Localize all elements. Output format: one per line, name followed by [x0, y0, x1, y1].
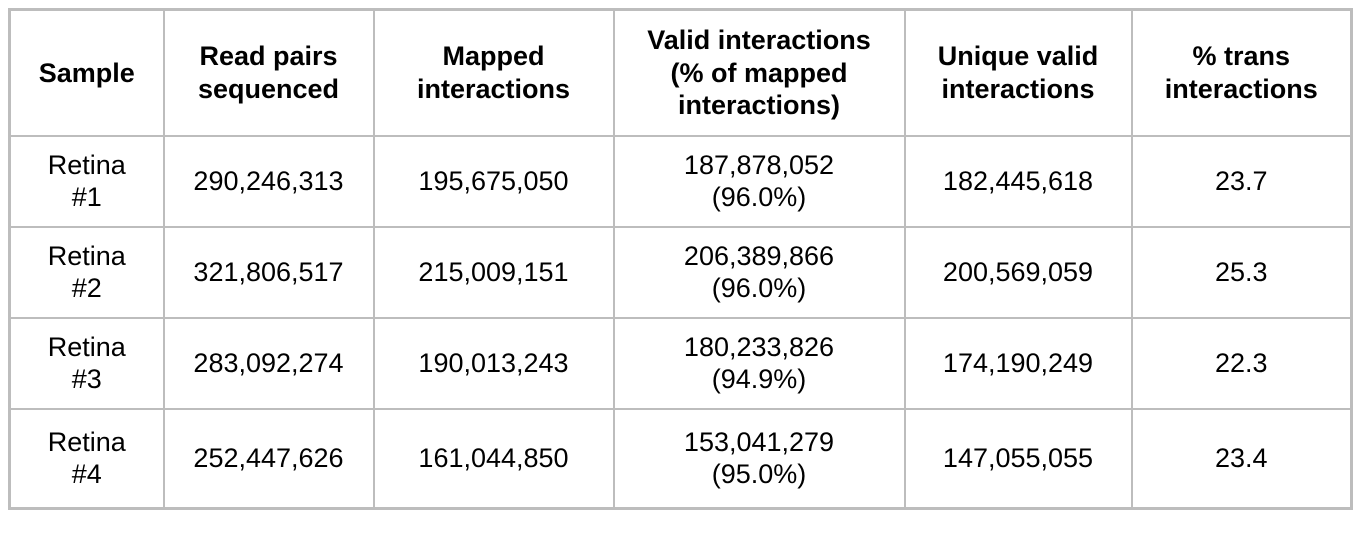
- column-header-valid-interactions: Valid interactions (% of mapped interact…: [612, 8, 906, 137]
- column-header-pct-trans-interactions: % trans interactions: [1130, 8, 1353, 137]
- column-header-mapped-interactions: Mapped interactions: [372, 8, 615, 137]
- cell-pct-trans-interactions: 23.4: [1130, 407, 1353, 510]
- table-row-retina-3: Retina #3 283,092,274 190,013,243 180,23…: [8, 316, 1353, 410]
- cell-read-pairs-sequenced: 283,092,274: [162, 316, 375, 410]
- cell-mapped-interactions: 195,675,050: [372, 134, 615, 228]
- cell-read-pairs-sequenced: 252,447,626: [162, 407, 375, 510]
- cell-pct-trans-interactions: 25.3: [1130, 225, 1353, 319]
- column-header-read-pairs-sequenced: Read pairs sequenced: [162, 8, 375, 137]
- cell-valid-interactions: 187,878,052 (96.0%): [612, 134, 906, 228]
- cell-valid-interactions: 180,233,826 (94.9%): [612, 316, 906, 410]
- cell-unique-valid-interactions: 174,190,249: [903, 316, 1133, 410]
- cell-sample: Retina #3: [8, 316, 165, 410]
- column-header-unique-valid-interactions: Unique valid interactions: [903, 8, 1133, 137]
- cell-sample: Retina #4: [8, 407, 165, 510]
- cell-mapped-interactions: 215,009,151: [372, 225, 615, 319]
- table-row-retina-1: Retina #1 290,246,313 195,675,050 187,87…: [8, 134, 1353, 228]
- cell-read-pairs-sequenced: 321,806,517: [162, 225, 375, 319]
- cell-unique-valid-interactions: 200,569,059: [903, 225, 1133, 319]
- page-content: Sample Read pairs sequenced Mapped inter…: [8, 8, 1353, 510]
- cell-sample: Retina #1: [8, 134, 165, 228]
- cell-valid-interactions: 206,389,866 (96.0%): [612, 225, 906, 319]
- cell-unique-valid-interactions: 182,445,618: [903, 134, 1133, 228]
- cell-read-pairs-sequenced: 290,246,313: [162, 134, 375, 228]
- cell-valid-interactions: 153,041,279 (95.0%): [612, 407, 906, 510]
- header-row: Sample Read pairs sequenced Mapped inter…: [8, 8, 1353, 137]
- table-row-retina-4: Retina #4 252,447,626 161,044,850 153,04…: [8, 407, 1353, 510]
- sequencing-stats-table: Sample Read pairs sequenced Mapped inter…: [8, 8, 1353, 510]
- cell-mapped-interactions: 161,044,850: [372, 407, 615, 510]
- cell-sample: Retina #2: [8, 225, 165, 319]
- column-header-sample: Sample: [8, 8, 165, 137]
- cell-unique-valid-interactions: 147,055,055: [903, 407, 1133, 510]
- table-row-retina-2: Retina #2 321,806,517 215,009,151 206,38…: [8, 225, 1353, 319]
- cell-mapped-interactions: 190,013,243: [372, 316, 615, 410]
- cell-pct-trans-interactions: 23.7: [1130, 134, 1353, 228]
- cell-pct-trans-interactions: 22.3: [1130, 316, 1353, 410]
